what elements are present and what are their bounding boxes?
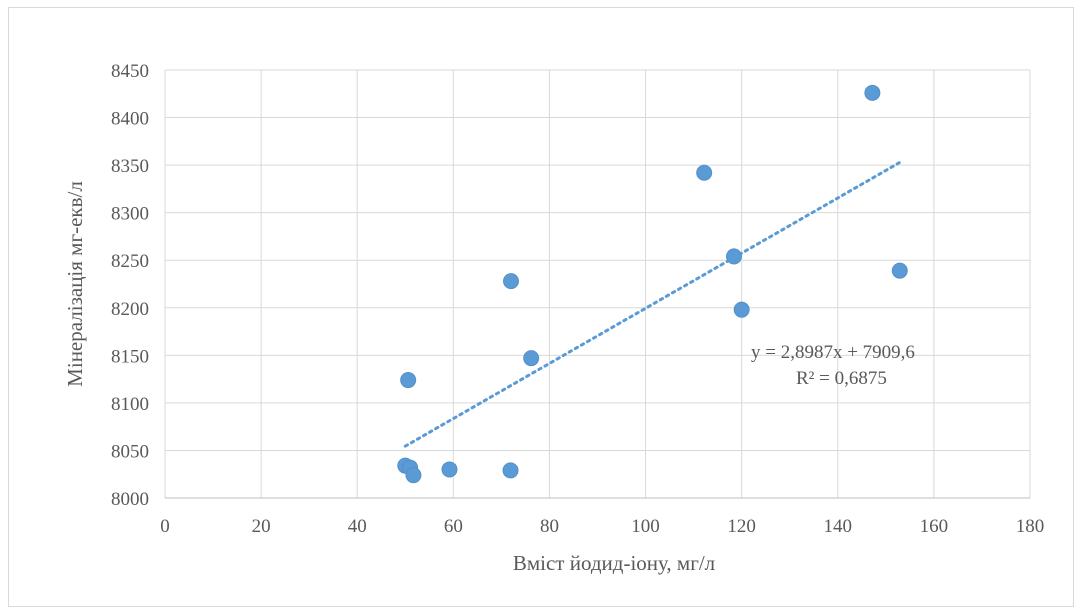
x-axis-title: Вміст йодид-іону, мг/л (513, 551, 715, 575)
y-tick-label: 8400 (111, 109, 149, 130)
r-squared-label: R² = 0,6875 (796, 368, 887, 389)
x-tick-label: 0 (160, 516, 170, 537)
data-point (733, 301, 750, 318)
y-tick-label: 8050 (111, 441, 149, 462)
x-tick-label: 160 (920, 516, 949, 537)
y-tick-label: 8300 (111, 204, 149, 225)
data-point (891, 262, 908, 279)
tick-labels: 0 20 40 60 80 100 120 140 160 180 8000 8050 8100 8150… (111, 61, 1044, 537)
x-tick-label: 80 (540, 516, 559, 537)
x-tick-label: 100 (631, 516, 660, 537)
x-tick-label: 140 (824, 516, 853, 537)
y-tick-label: 8150 (111, 346, 149, 367)
chart-area (8, 7, 1074, 607)
data-point (405, 467, 422, 484)
data-point (502, 462, 519, 479)
grid-lines (164, 69, 1031, 499)
data-point (523, 350, 540, 367)
data-point (441, 461, 458, 478)
y-tick-label: 8200 (111, 299, 149, 320)
y-tick-label: 8250 (111, 251, 149, 272)
y-tick-label: 8450 (111, 61, 149, 82)
y-axis-title: Мінералізація мг-екв/л (63, 181, 87, 387)
data-point (725, 248, 742, 265)
data-point (864, 84, 881, 101)
data-point (400, 372, 417, 389)
x-tick-label: 120 (727, 516, 756, 537)
data-point (503, 273, 519, 290)
y-tick-label: 8350 (111, 156, 149, 177)
data-point (696, 164, 713, 181)
x-tick-label: 20 (252, 516, 271, 537)
trendline (403, 160, 902, 448)
x-tick-label: 60 (444, 516, 463, 537)
trendline-equation: y = 2,8987x + 7909,6 (751, 342, 915, 363)
x-tick-label: 180 (1016, 516, 1045, 537)
y-tick-label: 8100 (111, 394, 149, 415)
data-points (397, 84, 908, 484)
x-tick-label: 40 (348, 516, 367, 537)
y-tick-label: 8000 (111, 489, 149, 510)
trendline-path (403, 160, 902, 448)
